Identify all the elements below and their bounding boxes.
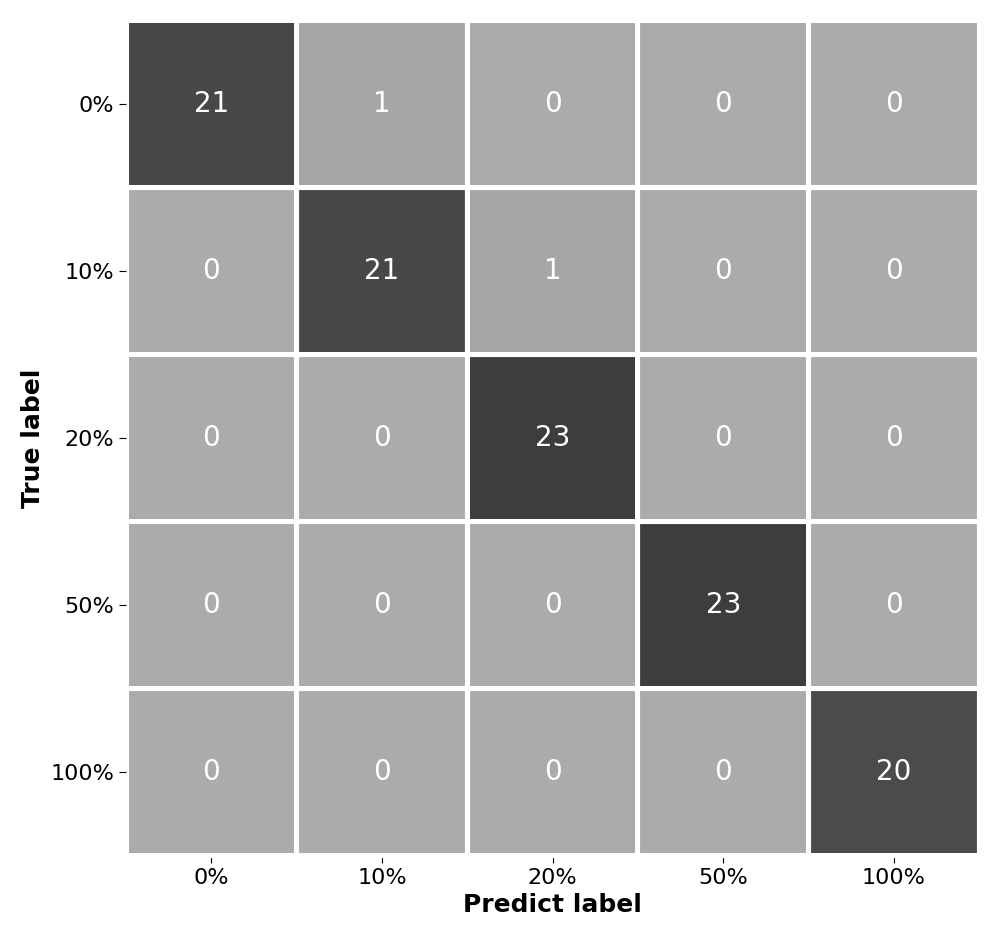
Text: 1: 1 [373, 90, 391, 118]
Text: 0: 0 [373, 591, 391, 619]
Bar [129, 691, 294, 854]
Text: 0: 0 [885, 257, 903, 285]
Text: 23: 23 [706, 591, 741, 619]
Bar [470, 524, 635, 687]
Text: 0: 0 [714, 758, 732, 786]
Bar [129, 23, 294, 186]
Bar [640, 23, 806, 186]
Text: 1: 1 [544, 257, 561, 285]
Bar [470, 23, 635, 186]
Bar [811, 691, 977, 854]
Bar [640, 357, 806, 520]
Bar [299, 691, 465, 854]
Bar [811, 357, 977, 520]
Text: 0: 0 [714, 90, 732, 118]
Y-axis label: True label: True label [21, 369, 45, 508]
Text: 0: 0 [373, 424, 391, 452]
Text: 0: 0 [714, 257, 732, 285]
Text: 23: 23 [535, 424, 570, 452]
Bar [299, 190, 465, 353]
Bar [470, 357, 635, 520]
Bar [129, 524, 294, 687]
Text: 20: 20 [876, 758, 912, 786]
Text: 0: 0 [885, 90, 903, 118]
Text: 0: 0 [885, 591, 903, 619]
Text: 0: 0 [203, 424, 220, 452]
Bar [129, 357, 294, 520]
Bar [129, 190, 294, 353]
Text: 0: 0 [714, 424, 732, 452]
Bar [640, 190, 806, 353]
Text: 21: 21 [364, 257, 400, 285]
Text: 0: 0 [203, 758, 220, 786]
Bar [640, 691, 806, 854]
Text: 0: 0 [544, 758, 561, 786]
Bar [470, 190, 635, 353]
Text: 21: 21 [194, 90, 229, 118]
Bar [299, 357, 465, 520]
Text: 0: 0 [203, 257, 220, 285]
Text: 0: 0 [544, 90, 561, 118]
Bar [811, 190, 977, 353]
Bar [470, 691, 635, 854]
Bar [299, 23, 465, 186]
Text: 0: 0 [373, 758, 391, 786]
Text: 0: 0 [544, 591, 561, 619]
Bar [811, 524, 977, 687]
X-axis label: Predict label: Predict label [463, 893, 642, 917]
Text: 0: 0 [885, 424, 903, 452]
Bar [811, 23, 977, 186]
Text: 0: 0 [203, 591, 220, 619]
Bar [299, 524, 465, 687]
Bar [640, 524, 806, 687]
